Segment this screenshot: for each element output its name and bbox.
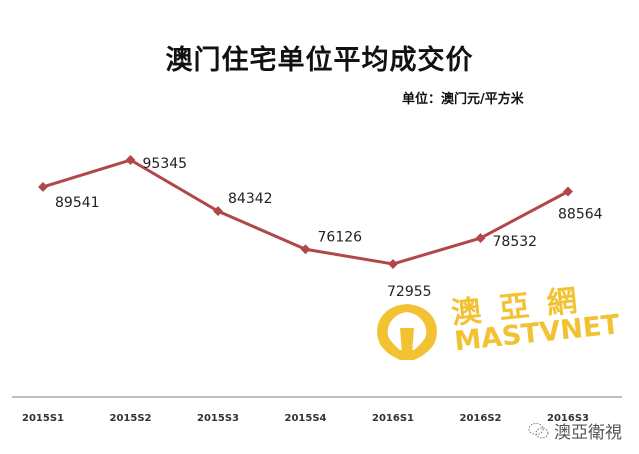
data-point-marker: [563, 186, 573, 197]
x-tick-label: 2016S3: [547, 413, 589, 424]
data-point-marker: [388, 259, 398, 269]
wechat-account-name: 澳亞衛視: [554, 423, 622, 443]
x-tick-label: 2016S1: [372, 413, 414, 424]
data-label: 76126: [318, 229, 363, 245]
x-tick-label: 2015S4: [285, 413, 327, 424]
data-labels: 89541 95345 84342 76126 72955 78532 88564: [55, 156, 603, 300]
data-point-marker: [475, 233, 486, 244]
x-tick-label: 2016S2: [460, 413, 502, 424]
wechat-icon: [528, 422, 549, 438]
data-point-marker: [213, 206, 223, 217]
x-axis-labels: 2015S1 2015S2 2015S3 2015S4 2016S1 2016S2 2016…: [22, 413, 589, 424]
data-label: 95345: [143, 156, 188, 172]
data-markers: [38, 155, 573, 269]
mastvnet-logo-icon: [377, 304, 437, 360]
unit-label: 单位：澳门元/平方米: [402, 92, 524, 107]
x-tick-label: 2015S3: [197, 413, 239, 424]
data-label: 78532: [493, 234, 538, 250]
x-tick-label: 2015S1: [22, 413, 64, 424]
data-label: 84342: [228, 191, 273, 207]
data-label: 88564: [558, 206, 603, 222]
chart-title: 澳门住宅单位平均成交价: [165, 45, 474, 76]
data-label: 72955: [387, 284, 432, 300]
x-tick-label: 2015S2: [110, 413, 152, 424]
data-label: 89541: [55, 195, 100, 211]
data-point-marker: [38, 182, 48, 192]
data-point-marker: [125, 155, 136, 165]
wechat-watermark: 澳亞衛視: [528, 418, 622, 443]
data-point-marker: [300, 244, 311, 255]
